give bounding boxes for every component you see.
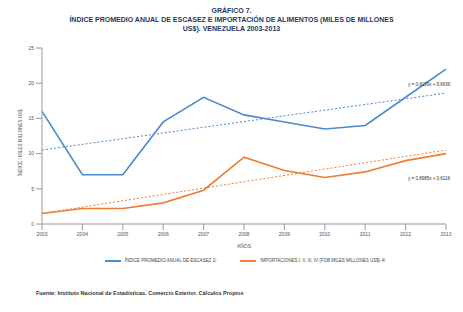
svg-text:5: 5 <box>31 186 34 192</box>
html-text:y = 0,8139x + 9,6636: y = 0,8139x + 9,6636 <box>408 82 451 87</box>
svg-text:2012: 2012 <box>400 231 411 237</box>
svg-text:ÍNDICE / MILES MILLONES US$: ÍNDICE / MILES MILLONES US$ <box>17 109 23 176</box>
svg-text:2005: 2005 <box>117 231 128 237</box>
svg-text:2003: 2003 <box>36 231 47 237</box>
svg-text:2008: 2008 <box>238 231 249 237</box>
svg-text:2009: 2009 <box>279 231 290 237</box>
svg-text:2006: 2006 <box>158 231 169 237</box>
svg-text:2010: 2010 <box>319 231 330 237</box>
html-text:Fuente: Instituto Nacional de: Fuente: Instituto Nacional de Estadístic… <box>36 290 244 296</box>
svg-text:0: 0 <box>31 221 34 227</box>
svg-text:AÑOS: AÑOS <box>237 243 252 249</box>
svg-text:2004: 2004 <box>77 231 88 237</box>
svg-text:25: 25 <box>28 45 34 51</box>
svg-text:10: 10 <box>28 150 34 156</box>
html-text:IMPORTACIONES I, II, III, IV (: IMPORTACIONES I, II, III, IV (FOB MILES … <box>260 258 386 263</box>
html-text:ÍNDICE PROMEDIO ANUAL DE ESCAS: ÍNDICE PROMEDIO ANUAL DE ESCASEZ E IMPOR… <box>69 16 394 32</box>
svg-text:2013: 2013 <box>440 231 451 237</box>
html-text:y = 0,8985x + 0,6118: y = 0,8985x + 0,6118 <box>408 176 450 181</box>
svg-text:2011: 2011 <box>360 231 371 237</box>
svg-text:15: 15 <box>28 115 34 121</box>
svg-text:20: 20 <box>28 80 34 86</box>
html-text:GRÁFICO 7.: GRÁFICO 7. <box>211 7 252 14</box>
html-text:ÍNDICE PROMEDIO ANUAL DE ESCAS: ÍNDICE PROMEDIO ANUAL DE ESCASEZ 1/ <box>124 258 217 263</box>
svg-text:2007: 2007 <box>198 231 209 237</box>
